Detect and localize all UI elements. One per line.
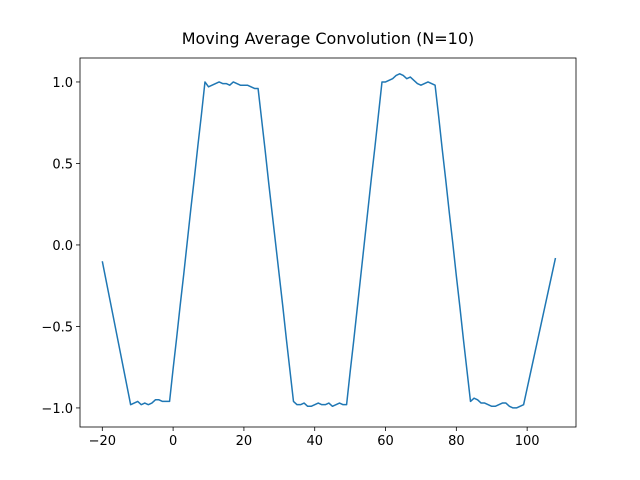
y-tick-label: −1.0 (41, 402, 73, 417)
y-tick-label: 1.0 (52, 76, 73, 91)
y-tick-label: −0.5 (41, 320, 73, 335)
x-tick-label: 100 (515, 434, 540, 449)
y-tick-label: 0.0 (52, 239, 73, 254)
y-tick-label: 0.5 (52, 157, 73, 172)
x-tick-label: 0 (169, 434, 177, 449)
axes-frame (79, 57, 577, 428)
x-tick-label: 20 (236, 434, 253, 449)
chart-title: Moving Average Convolution (N=10) (182, 29, 475, 48)
x-tick-label: −20 (89, 434, 116, 449)
x-tick-label: 60 (377, 434, 394, 449)
x-tick-label: 80 (448, 434, 465, 449)
data-line (101, 73, 557, 409)
x-tick-label: 40 (306, 434, 323, 449)
